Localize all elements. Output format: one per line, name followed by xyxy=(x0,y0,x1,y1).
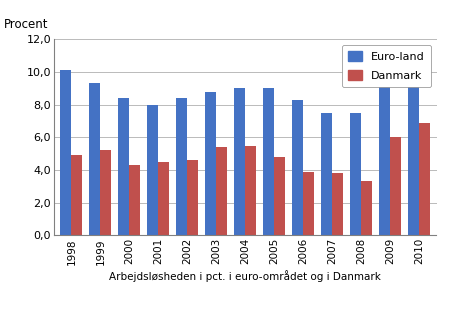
Bar xyxy=(408,72,419,235)
Bar xyxy=(419,123,430,235)
Bar xyxy=(292,100,303,235)
Bar xyxy=(332,173,343,235)
Bar xyxy=(379,82,390,235)
Bar xyxy=(176,98,187,235)
Bar xyxy=(263,88,274,235)
Bar xyxy=(274,157,285,235)
Bar xyxy=(187,160,198,235)
Bar xyxy=(205,92,216,235)
Bar xyxy=(129,165,140,235)
Legend: Euro-land, Danmark: Euro-land, Danmark xyxy=(342,45,431,87)
Text: Procent: Procent xyxy=(4,18,49,31)
Bar xyxy=(350,113,361,235)
Bar xyxy=(158,162,169,235)
Bar xyxy=(361,181,372,235)
X-axis label: Arbejdsløsheden i pct. i euro-området og i Danmark: Arbejdsløsheden i pct. i euro-området og… xyxy=(109,270,381,282)
Bar xyxy=(118,98,129,235)
Bar xyxy=(390,137,401,235)
Bar xyxy=(234,88,245,235)
Bar xyxy=(147,105,158,235)
Bar xyxy=(72,155,82,235)
Bar xyxy=(100,150,112,235)
Bar xyxy=(216,147,227,235)
Bar xyxy=(245,146,256,235)
Bar xyxy=(60,70,72,235)
Bar xyxy=(90,83,100,235)
Bar xyxy=(321,113,332,235)
Bar xyxy=(303,172,314,235)
